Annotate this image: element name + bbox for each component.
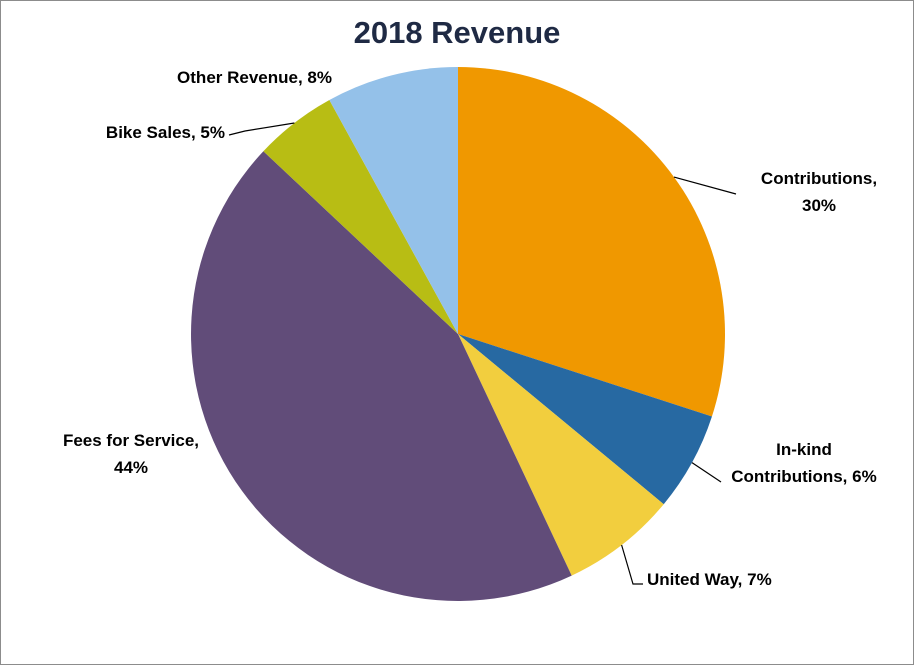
pie-slices: [191, 67, 725, 601]
data-label-line: 30%: [802, 196, 836, 215]
data-label-line: Other Revenue, 8%: [177, 68, 332, 87]
data-label-line: United Way, 7%: [647, 570, 772, 589]
pie-slice-in-kind-contributions: [458, 334, 712, 505]
data-label-in-kind-contributions: In-kind Contributions, 6%: [731, 440, 876, 486]
data-label-other-revenue: Other Revenue, 8%: [177, 68, 332, 87]
pie-slice-contributions: [458, 67, 725, 417]
data-label-line: Contributions, 6%: [731, 467, 876, 486]
data-label-line: In-kind: [776, 440, 832, 459]
data-labels: Contributions, 30% In-kind Contributions, 6…: [63, 68, 877, 589]
data-label-line: Fees for Service,: [63, 431, 199, 450]
data-label-bike-sales: Bike Sales, 5%: [106, 123, 225, 142]
leader-line-contributions: [673, 176, 737, 195]
data-label-contributions: Contributions, 30%: [761, 169, 877, 215]
data-label-line: 44%: [114, 458, 148, 477]
leader-line-united-way: [621, 544, 643, 585]
chart-title: 2018 Revenue: [353, 15, 561, 50]
leader-lines: [228, 122, 737, 585]
leader-line-bike-sales: [228, 122, 295, 136]
pie-slice-other-revenue: [329, 67, 458, 334]
data-label-line: Bike Sales, 5%: [106, 123, 225, 142]
pie-slice-united-way: [458, 334, 664, 576]
pie-slice-bike-sales: [263, 100, 458, 334]
pie-slice-fees-for-service: [191, 151, 572, 601]
data-label-united-way: United Way, 7%: [647, 570, 772, 589]
data-label-fees-for-service: Fees for Service, 44%: [63, 431, 199, 477]
leader-line-in-kind-contributions: [691, 462, 722, 483]
data-label-line: Contributions,: [761, 169, 877, 188]
